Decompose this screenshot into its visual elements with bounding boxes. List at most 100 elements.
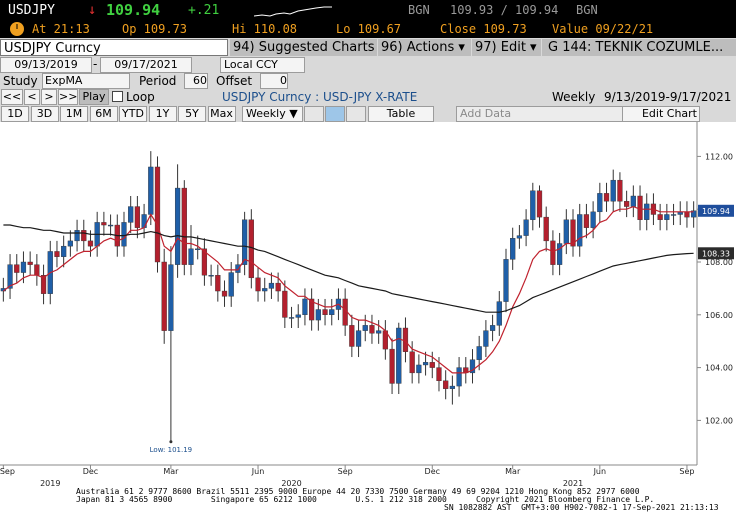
currency-select[interactable]: Local CCY	[220, 57, 305, 73]
description: USDJPY Curncy : USD-JPY X-RATE	[222, 90, 418, 104]
candle-body	[570, 219, 576, 247]
period-button[interactable]: 1D	[1, 106, 29, 122]
price-tag-label: 108.33	[702, 249, 730, 258]
footer-text: SN 1082882 AST GMT+3:00 H902-7082-1 17-S…	[444, 503, 719, 512]
sparkline-line	[254, 6, 332, 17]
candle-body	[355, 330, 362, 347]
candle-body	[288, 317, 295, 319]
sparkline	[254, 6, 332, 17]
range: 9/13/2019-9/17/2021	[604, 90, 732, 104]
candle-body	[476, 346, 482, 360]
moving-average	[3, 205, 694, 374]
candle-body	[201, 248, 208, 276]
value: Value 09/22/21	[552, 22, 654, 36]
y-tick-label: 102.00	[705, 416, 733, 425]
candle-body	[563, 219, 569, 244]
candle-body	[436, 367, 442, 382]
play-button[interactable]: Play	[79, 89, 109, 105]
period-button[interactable]: 6M	[89, 106, 118, 122]
period-button[interactable]: YTD	[119, 106, 147, 122]
candle-body	[456, 367, 462, 387]
low-marker	[169, 440, 173, 444]
study-select[interactable]: ExpMA	[42, 73, 130, 89]
candle-body	[121, 222, 127, 247]
candle-body	[255, 277, 261, 292]
y-tick-label: 104.00	[705, 364, 733, 373]
period-button[interactable]: 3D	[30, 106, 59, 122]
x-tick-label: Mar	[505, 467, 521, 476]
candle-body	[389, 348, 395, 384]
direction: ↓	[88, 2, 97, 18]
chart: 102.00104.00106.00108.00110.00112.00SepD…	[0, 122, 736, 487]
candle-body	[496, 301, 502, 326]
add-data-field[interactable]: Add Data	[456, 106, 623, 122]
candle-body	[262, 288, 268, 292]
quote-bar	[0, 0, 736, 38]
candle-body	[637, 195, 643, 220]
candle-body	[429, 362, 435, 368]
actions-button[interactable]: 96) Actions ▾	[378, 39, 471, 56]
candle-body	[657, 214, 663, 220]
candle-body	[242, 219, 248, 265]
frequency-select[interactable]: Weekly ▼	[242, 106, 303, 122]
year-label: 2019	[40, 479, 60, 487]
bid-ask: 109.93 / 109.94	[450, 3, 559, 17]
candle-body	[128, 206, 134, 223]
nav-button[interactable]: <	[24, 89, 40, 105]
candle-body	[402, 327, 409, 352]
end-date[interactable]: 09/17/2021	[100, 57, 192, 73]
nav-button[interactable]: >	[41, 89, 57, 105]
nav-button[interactable]: <<	[1, 89, 23, 105]
ask-source: BGN	[576, 3, 598, 17]
study-label: Study	[3, 74, 38, 88]
candle-body	[416, 364, 422, 374]
candle-body	[67, 240, 73, 247]
period-field[interactable]: 60	[184, 73, 208, 89]
suggested-button[interactable]: 94) Suggested Charts	[230, 39, 377, 56]
last-price: 109.94	[106, 1, 161, 19]
offset-field[interactable]: 0	[260, 73, 288, 89]
footer	[0, 487, 736, 529]
start-date[interactable]: 09/13/2019	[0, 57, 92, 73]
candle-body	[74, 230, 80, 242]
candle-body	[148, 166, 154, 215]
offset-label: Offset	[216, 74, 253, 88]
security-field[interactable]: USDJPY Curncy	[0, 39, 228, 56]
candle-body	[40, 274, 47, 294]
period-label: Period	[139, 74, 177, 88]
x-tick-label: Dec	[83, 467, 98, 476]
candle-body	[670, 214, 677, 216]
period-button[interactable]: 1M	[60, 106, 88, 122]
candle-body	[590, 211, 596, 228]
edit-button[interactable]: 97) Edit ▾	[472, 39, 541, 56]
chart-icon[interactable]	[346, 106, 366, 122]
time: At 21:13	[32, 22, 90, 36]
chart-icon[interactable]	[325, 106, 345, 122]
candle-body	[295, 314, 301, 318]
y-tick-label: 112.00	[705, 152, 733, 161]
period-button[interactable]: 5Y	[178, 106, 206, 122]
candle-body	[34, 264, 40, 276]
candle-body	[309, 298, 315, 321]
candle-body	[107, 224, 114, 227]
footer-text: Australia 61 2 9777 8600 Brazil 5511 239…	[76, 487, 640, 496]
candle-body	[87, 240, 94, 247]
x-tick-label: Sep	[679, 467, 694, 476]
candle-body	[691, 210, 697, 218]
candle-body	[275, 282, 281, 292]
candle-body	[583, 214, 590, 228]
period-button[interactable]: Max	[207, 106, 236, 122]
candle-body	[550, 240, 556, 265]
moving-average	[3, 224, 694, 313]
candle-body	[603, 193, 610, 202]
period-button[interactable]: 1Y	[148, 106, 177, 122]
chart-icon[interactable]	[304, 106, 324, 122]
table-button[interactable]: Table	[368, 106, 434, 122]
loop-checkbox[interactable]	[112, 91, 123, 102]
candle-body	[543, 216, 549, 242]
candle-body	[556, 243, 563, 265]
nav-button[interactable]: >>	[58, 89, 78, 105]
date-dash: -	[93, 57, 98, 71]
candle-body	[376, 330, 382, 334]
edit-chart-button[interactable]: Edit Chart	[622, 106, 700, 122]
